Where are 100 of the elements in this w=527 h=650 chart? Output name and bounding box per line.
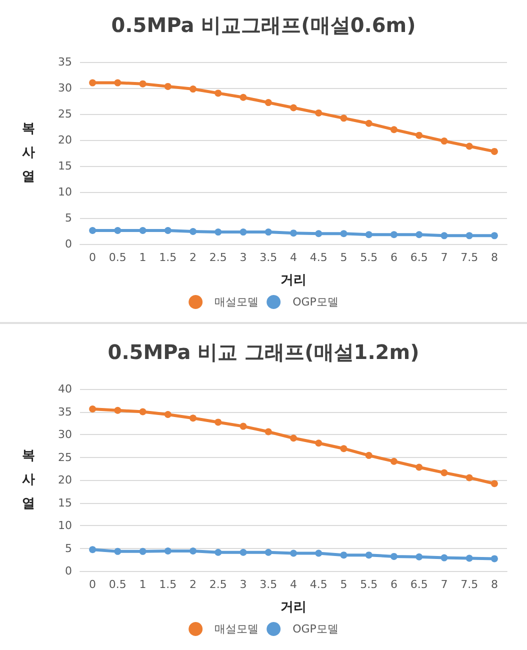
point bbox=[139, 408, 146, 416]
point bbox=[440, 138, 448, 145]
x-tick-label: 1.5 bbox=[159, 251, 177, 264]
point bbox=[490, 148, 498, 155]
point bbox=[139, 548, 146, 555]
x-tick-label: 0 bbox=[89, 578, 96, 591]
y-axis-title: 복사열 bbox=[22, 448, 35, 512]
point bbox=[214, 90, 222, 97]
x-tick-label: 3 bbox=[240, 251, 247, 264]
x-tick-label: 6 bbox=[390, 251, 398, 264]
point bbox=[315, 550, 322, 557]
x-tick-label: 6.5 bbox=[410, 578, 428, 591]
x-tick-label: 8 bbox=[490, 251, 498, 264]
point bbox=[466, 554, 473, 562]
y-tick-label: 25 bbox=[58, 450, 72, 464]
point bbox=[390, 126, 398, 134]
point bbox=[164, 226, 172, 234]
x-tick-label: 1 bbox=[139, 251, 146, 264]
x-axis-title: 거리 bbox=[280, 600, 306, 615]
point bbox=[365, 452, 372, 459]
y-tick-label: 25 bbox=[58, 108, 72, 120]
x-tick-label: 1.5 bbox=[159, 578, 177, 591]
y-tick-label: 20 bbox=[58, 474, 72, 486]
y-tick-label: 10 bbox=[58, 186, 72, 198]
x-tick-label: 4 bbox=[290, 578, 297, 591]
point bbox=[89, 226, 96, 234]
y-tick-label: 40 bbox=[58, 382, 72, 396]
point bbox=[340, 114, 348, 122]
point bbox=[114, 226, 122, 234]
point bbox=[240, 94, 247, 101]
point bbox=[315, 109, 322, 116]
x-tick-label: 3.5 bbox=[260, 251, 278, 264]
point bbox=[290, 104, 297, 112]
point bbox=[440, 554, 448, 562]
point bbox=[315, 230, 322, 238]
point bbox=[240, 228, 247, 236]
x-tick-label: 4 bbox=[290, 251, 297, 264]
point bbox=[490, 555, 498, 562]
point bbox=[416, 132, 423, 139]
y-tick-label: 20 bbox=[58, 134, 72, 146]
point bbox=[490, 480, 498, 488]
legend-label: OGP모델 bbox=[292, 296, 338, 308]
point bbox=[264, 99, 272, 106]
chart-title: 0.5MPa 비교 그래프(매설1.2m) bbox=[108, 340, 420, 364]
point bbox=[340, 552, 348, 559]
y-tick-label: 35 bbox=[58, 405, 72, 418]
y-tick-label: 30 bbox=[58, 82, 72, 94]
y-tick-label: 5 bbox=[65, 542, 72, 555]
point bbox=[139, 80, 146, 88]
x-tick-label: 4.5 bbox=[310, 578, 328, 591]
point bbox=[466, 232, 473, 240]
x-tick-label: 0 bbox=[89, 251, 96, 264]
point bbox=[114, 79, 122, 86]
y-tick-label: 35 bbox=[58, 56, 72, 68]
y-tick-label: 5 bbox=[65, 212, 72, 224]
point bbox=[264, 428, 272, 436]
x-tick-label: 1 bbox=[139, 578, 146, 591]
point bbox=[340, 230, 348, 238]
x-tick-label: 4.5 bbox=[310, 251, 328, 264]
point bbox=[416, 231, 423, 238]
point bbox=[190, 414, 197, 422]
point bbox=[365, 231, 372, 238]
point bbox=[214, 418, 222, 426]
point bbox=[264, 228, 272, 236]
x-tick-label: 3.5 bbox=[260, 578, 278, 591]
point bbox=[365, 552, 372, 559]
point bbox=[264, 548, 272, 556]
x-tick-label: 6.5 bbox=[410, 251, 428, 264]
point bbox=[290, 550, 297, 557]
point bbox=[390, 231, 398, 238]
point bbox=[139, 226, 146, 234]
point bbox=[164, 410, 172, 418]
point bbox=[466, 142, 473, 150]
point bbox=[290, 230, 297, 237]
y-tick-label: 15 bbox=[58, 160, 72, 172]
x-tick-label: 8 bbox=[490, 578, 498, 591]
y-tick-label: 30 bbox=[58, 428, 72, 441]
y-tick-label: 0 bbox=[65, 238, 72, 250]
point bbox=[240, 548, 247, 556]
point bbox=[190, 547, 197, 554]
legend-label: 매설모델 bbox=[214, 622, 259, 636]
point bbox=[365, 120, 372, 127]
point bbox=[164, 82, 172, 90]
y-tick-label: 15 bbox=[58, 496, 72, 510]
point bbox=[240, 422, 247, 430]
x-tick-label: 0.5 bbox=[108, 578, 126, 591]
x-tick-label: 7.5 bbox=[460, 578, 478, 591]
point bbox=[340, 445, 348, 452]
point bbox=[164, 547, 172, 554]
point bbox=[89, 546, 96, 554]
point bbox=[190, 228, 197, 236]
y-tick-label: 0 bbox=[65, 564, 72, 578]
point bbox=[440, 469, 448, 476]
point bbox=[114, 548, 122, 555]
point bbox=[89, 79, 96, 86]
point bbox=[290, 434, 297, 442]
x-tick-label: 7 bbox=[440, 578, 448, 591]
legend-label: OGP모델 bbox=[292, 622, 338, 636]
point bbox=[214, 228, 222, 236]
legend-label: 매설모델 bbox=[214, 296, 259, 308]
